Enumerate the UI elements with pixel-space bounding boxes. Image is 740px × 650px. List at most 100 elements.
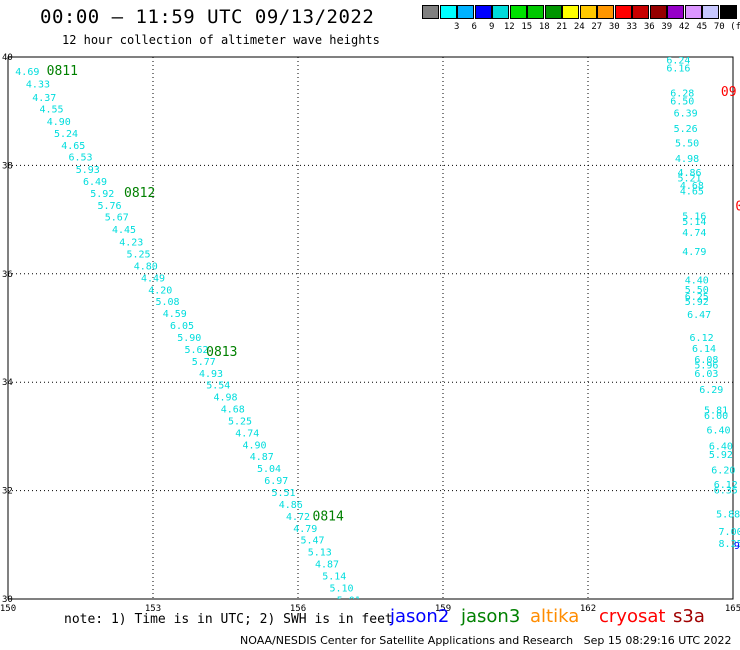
page-subtitle: 12 hour collection of altimeter wave hei… [62, 33, 380, 47]
swh-value: 4.72 [286, 512, 310, 523]
swh-value: 6.05 [170, 321, 194, 332]
swh-value: 7.00 [719, 527, 740, 538]
swh-value: 6.24 [666, 56, 690, 67]
swh-value: 6.40 [706, 426, 730, 437]
swh-value: 4.93 [199, 369, 223, 380]
legend-swatch [544, 5, 562, 19]
swh-value: 6.49 [83, 177, 107, 188]
legend-label: 70 [713, 22, 725, 32]
legend-swatch [614, 5, 632, 19]
legend-swatch [457, 5, 474, 19]
legend-swatch [474, 5, 492, 19]
swh-value: 4.55 [39, 104, 63, 115]
legend-label: 30 [608, 22, 620, 32]
swh-value: 4.68 [680, 181, 704, 192]
swh-value: 5.92 [90, 189, 114, 200]
swh-value: 4.68 [221, 405, 245, 416]
satellite-name: jason3 [461, 606, 521, 627]
swh-value: 6.12 [690, 333, 714, 344]
lon-tick-label: 150 [0, 604, 16, 614]
swh-value: 4.90 [47, 117, 71, 128]
swh-value: 4.45 [112, 225, 136, 236]
time-label: 09 [721, 85, 737, 100]
legend-label: 39 [661, 22, 673, 32]
swh-value: 5.67 [105, 213, 129, 224]
legend-swatch [702, 5, 719, 19]
lat-tick-label: 36 [2, 270, 13, 280]
swh-value: 8.25 [719, 539, 740, 550]
swh-value: 5.76 [97, 201, 121, 212]
time-label: 0 [735, 199, 740, 214]
swh-value: 5.21 [677, 174, 701, 185]
swh-value: 5.92 [685, 297, 709, 308]
swh-value: 4.74 [682, 228, 706, 239]
time-label: 0813 [206, 345, 237, 360]
swh-value: 5.92 [709, 450, 733, 461]
legend-label: 15 [521, 22, 533, 32]
legend-swatch [597, 5, 614, 19]
swh-value: 6.03 [694, 369, 718, 380]
footer-credit: NOAA/NESDIS Center for Satellite Applica… [240, 634, 732, 647]
swh-value: 5.10 [329, 583, 353, 594]
swh-value: 5.51 [271, 488, 295, 499]
swh-value: 5.50 [675, 138, 699, 149]
time-label: 0811 [47, 64, 78, 79]
swh-value: 5.50 [685, 285, 709, 296]
legend-swatch [509, 5, 527, 19]
satellite-name: altika [530, 606, 580, 627]
time-label: 0814 [313, 509, 344, 524]
time-label: 0812 [124, 186, 155, 201]
swh-value: 4.37 [32, 93, 56, 104]
swh-value: 4.23 [119, 238, 143, 249]
swh-value: 6.16 [666, 64, 690, 75]
swh-value: 6.40 [709, 441, 733, 452]
swh-value: 4.40 [685, 276, 709, 287]
swh-value: 4.49 [141, 273, 165, 284]
swh-value: 5.54 [206, 381, 230, 392]
legend-label: 45 [696, 22, 708, 32]
legend-label: 42 [678, 22, 690, 32]
swh-value: 5.08 [155, 297, 179, 308]
lat-tick-label: 34 [2, 378, 13, 388]
swh-value: 5.01 [337, 595, 361, 606]
lon-tick-label: 159 [435, 604, 451, 614]
swh-value: 5.77 [192, 357, 216, 368]
legend-label: 18 [538, 22, 550, 32]
legend-swatch [422, 5, 439, 19]
swh-value: 6.20 [711, 465, 735, 476]
swh-value: 5.25 [126, 250, 150, 261]
swh-value: 5.13 [308, 548, 332, 559]
legend-swatch [527, 5, 544, 19]
legend-label: 12 [503, 22, 515, 32]
legend-swatch [719, 5, 737, 19]
swh-value: 6.29 [699, 385, 723, 396]
swh-value: 4.65 [61, 141, 85, 152]
swh-value: 5.25 [228, 416, 252, 427]
swh-value: 4.80 [134, 261, 158, 272]
swh-value: 5.14 [322, 571, 346, 582]
swh-value: 4.59 [163, 309, 187, 320]
swh-value: 6.25 [685, 292, 709, 303]
swh-value: 4.98 [675, 154, 699, 165]
footer-note: note: 1) Time is in UTC; 2) SWH is in fe… [64, 612, 393, 627]
swh-value: 9 [734, 541, 740, 552]
lat-tick-label: 40 [2, 53, 13, 63]
lon-tick-label: 153 [145, 604, 161, 614]
legend-swatch [492, 5, 509, 19]
swh-value: 6.47 [687, 310, 711, 321]
legend-label: 33 [626, 22, 638, 32]
swh-value: 5.90 [177, 333, 201, 344]
swh-value: 6.28 [670, 89, 694, 100]
swh-value: 4.65 [680, 187, 704, 198]
swh-value: 4.86 [279, 500, 303, 511]
swh-value: 4.86 [677, 168, 701, 179]
satellite-name: cryosat [599, 606, 666, 627]
satellite-name: s3a [673, 606, 705, 627]
swh-value: 4.90 [242, 440, 266, 451]
swh-value: 5.47 [300, 536, 324, 547]
legend-label: 3 [454, 22, 460, 32]
legend-label: 36 [643, 22, 655, 32]
swh-value: 6.50 [670, 97, 694, 108]
legend-unit: (ft) [730, 22, 740, 32]
